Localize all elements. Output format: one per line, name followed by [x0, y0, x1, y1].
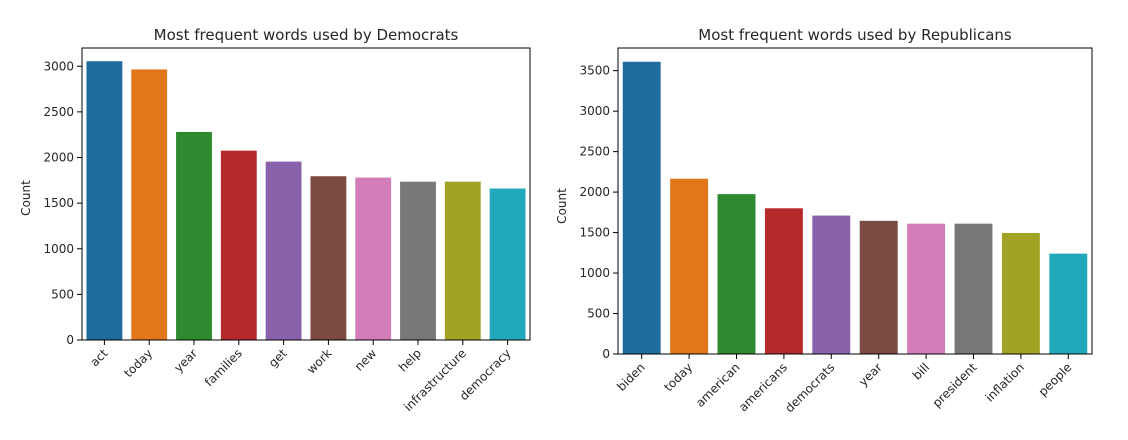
bar-work [310, 176, 347, 340]
bar-bill [907, 223, 946, 354]
y-tick-label: 3000 [43, 59, 74, 73]
x-tick-label: bill [910, 360, 932, 382]
y-tick-label: 3000 [579, 104, 610, 118]
chart-democrats: Most frequent words used by Democrats Co… [19, 26, 531, 414]
x-tick-label: work [304, 346, 334, 376]
bar-people [1049, 253, 1088, 354]
bar-families [220, 150, 257, 340]
x-tick-label: help [396, 346, 424, 374]
x-tick-label: get [266, 346, 290, 370]
y-tick-label: 0 [602, 347, 610, 361]
bar-inflation [1001, 232, 1040, 354]
x-tick-label: today [121, 346, 155, 380]
bars [86, 61, 526, 340]
y-tick-label: 2500 [43, 105, 74, 119]
bar-today [670, 178, 709, 354]
bar-biden [622, 61, 661, 354]
y-tick-label: 1000 [579, 266, 610, 280]
chart-title: Most frequent words used by Democrats [154, 26, 459, 44]
bar-year [859, 220, 898, 354]
plot-frame [81, 47, 531, 341]
x-tick-label: biden [614, 360, 648, 394]
x-tick-label: democrats [782, 360, 837, 415]
bar-democrats [812, 215, 851, 354]
y-tick-label: 500 [587, 307, 610, 321]
bar-today [131, 69, 168, 340]
y-tick-label: 2000 [43, 151, 74, 165]
y-tick-label: 3500 [579, 64, 610, 78]
bar-year [176, 131, 212, 340]
x-tick-label: year [171, 346, 200, 375]
bar-infrastructure [444, 181, 481, 340]
x-tick-label: year [856, 360, 885, 389]
bar-president [954, 223, 993, 354]
y-axis-label: Count [555, 188, 569, 224]
y-tick-label: 1500 [579, 226, 610, 240]
bar-americans [764, 208, 803, 354]
y-ticks: 0 500 1000 1500 2000 2500 3000 [43, 59, 82, 347]
chart-republicans: Most frequent words used by Republicans … [555, 26, 1093, 415]
bars [622, 61, 1088, 354]
x-tick-label: families [202, 346, 245, 389]
y-ticks: 0 500 1000 1500 2000 2500 3000 3500 [579, 64, 618, 361]
y-tick-label: 0 [66, 333, 74, 347]
y-tick-label: 1500 [43, 196, 74, 210]
x-tick-label: new [352, 346, 380, 374]
y-tick-label: 1000 [43, 242, 74, 256]
bar-american [717, 194, 756, 354]
plot-frame [617, 47, 1093, 355]
bar-get [265, 161, 302, 340]
x-ticks: act today year families get work new helpinfras… [87, 340, 514, 414]
bar-act [86, 61, 123, 340]
bar-help [400, 181, 436, 340]
y-tick-label: 500 [51, 287, 74, 301]
x-tick-label: president [930, 360, 980, 410]
bar-democracy [489, 188, 526, 340]
y-axis-label: Count [19, 180, 33, 216]
x-tick-label: today [661, 360, 695, 394]
x-tick-label: people [1036, 360, 1075, 399]
x-tick-label: act [87, 346, 110, 369]
y-tick-label: 2000 [579, 185, 610, 199]
chart-title: Most frequent words used by Republicans [698, 26, 1012, 44]
bar-new [355, 177, 392, 340]
x-tick-label: inflation [983, 360, 1027, 404]
y-tick-label: 2500 [579, 145, 610, 159]
x-tick-label: american [693, 360, 743, 410]
